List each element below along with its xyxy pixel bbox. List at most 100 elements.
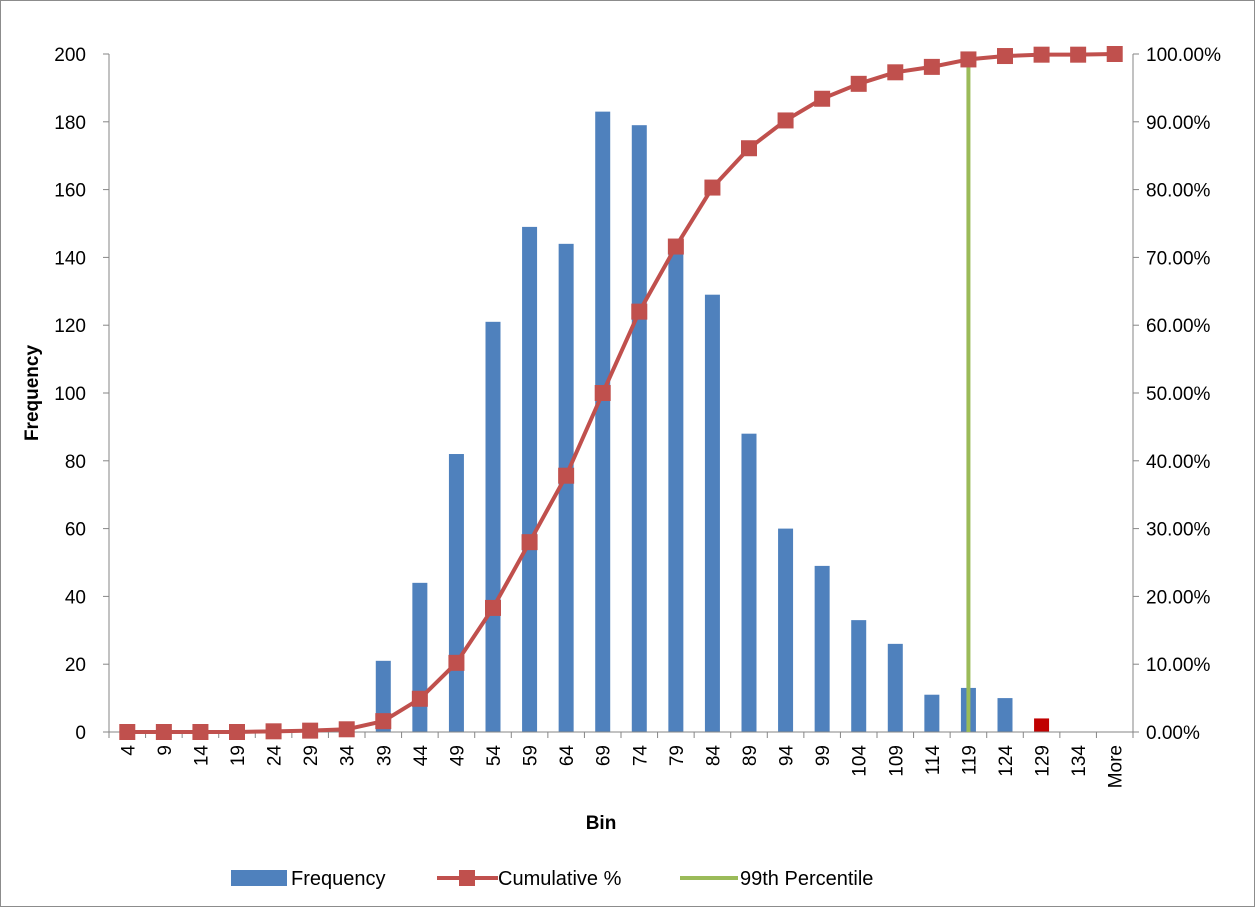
x-tick-label: 19 [228,745,249,766]
bar [558,243,574,732]
bar [595,111,611,732]
cumulative-marker [850,75,867,92]
bar [522,226,538,732]
y2-tick-label: 30.00% [1146,520,1211,541]
bar [704,294,720,732]
y2-tick-label: 20.00% [1146,587,1211,608]
cumulative-marker [302,722,319,739]
x-tick-label: 119 [959,745,980,775]
cumulative-marker [741,140,757,157]
bars [375,111,1050,732]
y2-tick-label: 40.00% [1146,452,1211,473]
y-tick-label: 20 [65,655,86,676]
legend-swatch-frequency [231,870,287,886]
cumulative-marker [119,724,136,740]
cumulative-marker [923,58,940,75]
x-tick-label: 44 [411,745,432,767]
cumulative-marker [777,112,794,129]
x-tick-label: 64 [557,745,578,767]
y2-tick-label: 0.00% [1146,723,1200,744]
y-tick-label: 40 [65,587,86,608]
y2-tick-label: 90.00% [1146,113,1211,134]
x-tick-label: 109 [886,745,907,777]
x-tick-label: More [1106,745,1127,788]
y-tick-label: 100 [54,384,86,405]
cumulative-marker [1070,46,1087,63]
cumulative-marker [814,90,831,107]
bar [741,433,757,732]
bar [814,565,830,732]
cumulative-marker [1106,46,1123,62]
x-tick-label: 54 [484,745,505,767]
x-tick-label: 124 [996,745,1017,777]
bar [412,582,428,732]
x-tick-label: 9 [155,745,176,756]
x-tick-label: 14 [191,745,212,767]
bar [668,254,684,732]
x-tick-label: 104 [850,745,871,777]
cumulative-marker [704,179,721,196]
cumulative-marker [411,690,428,707]
y-tick-label: 140 [54,248,86,269]
cumulative-marker [558,467,575,484]
legend-label-percentile: 99th Percentile [740,868,873,890]
ticks: 0 20 40 60 80 100 120 140 160 180 200 0.00% 10.00% 20… [54,45,1221,788]
y2-tick-label: 60.00% [1146,316,1211,337]
x-tick-label: 99 [813,745,834,766]
y-tick-label: 180 [54,113,86,134]
x-tick-label: 24 [265,745,286,767]
bar [997,698,1013,732]
legend-label-cumulative: Cumulative % [498,868,622,890]
y2-tick-label: 10.00% [1146,655,1211,676]
cumulative-marker [631,303,648,320]
bar [485,321,501,732]
cumulative-marker [1033,46,1050,63]
cumulative-line-group [119,46,1123,740]
cumulative-marker [521,534,538,551]
x-tick-label: 134 [1069,745,1090,777]
bar [924,694,940,732]
cumulative-marker [155,724,172,740]
cumulative-marker [960,51,977,68]
y-tick-label: 80 [65,452,86,473]
x-tick-label: 74 [630,745,651,767]
bar [851,620,867,732]
x-tick-label: 94 [777,745,798,767]
x-tick-label: 129 [1033,745,1054,777]
y-axis-title: Frequency [22,345,43,442]
legend-marker-cumulative [459,870,475,886]
cumulative-marker [265,723,282,740]
x-tick-label: 59 [521,745,542,766]
bar-highlight [1034,718,1050,732]
x-tick-label: 29 [301,745,322,766]
bar [448,454,464,732]
y2-tick-label: 70.00% [1146,248,1211,269]
cumulative-marker [594,385,611,401]
cumulative-marker [485,599,501,616]
cumulative-marker [229,724,245,740]
cumulative-marker [667,238,684,255]
x-tick-label: 89 [740,745,761,766]
cumulative-marker [448,654,465,671]
x-tick-label: 114 [923,745,944,776]
x-tick-label: 39 [374,745,395,766]
cumulative-marker [338,721,355,738]
cumulative-marker [887,64,904,81]
y-tick-label: 200 [54,45,86,66]
bar [778,528,794,732]
y2-tick-label: 50.00% [1146,384,1211,405]
x-tick-label: 79 [667,745,688,766]
x-tick-label: 49 [447,745,468,766]
x-axis-title: Bin [586,813,617,834]
legend-label-frequency: Frequency [291,868,386,890]
y-tick-label: 160 [54,181,86,202]
x-tick-label: 84 [703,745,724,767]
axes [103,53,1139,738]
x-tick-label: 4 [118,745,139,756]
y-tick-label: 60 [65,520,86,541]
x-tick-label: 69 [594,745,615,766]
cumulative-marker [375,713,392,730]
y2-tick-label: 80.00% [1146,181,1211,202]
